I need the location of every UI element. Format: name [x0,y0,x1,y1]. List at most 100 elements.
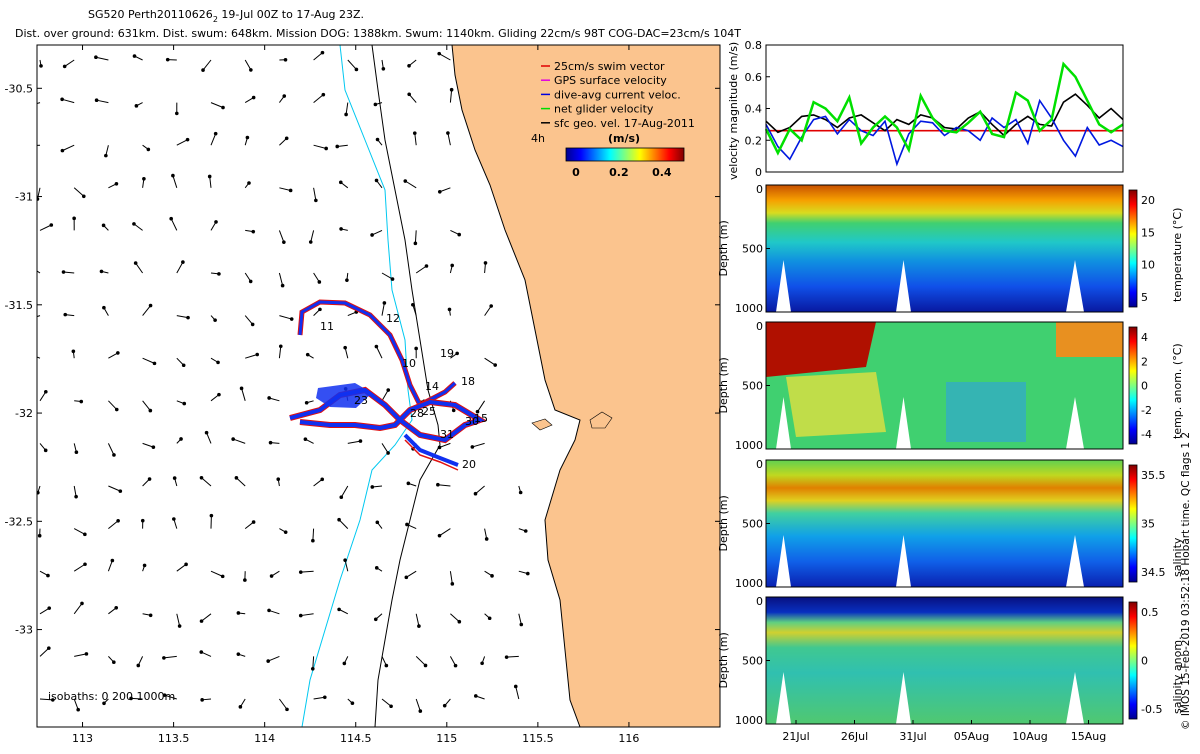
warm-anomaly-patch [1056,322,1123,357]
geo-velocity-arrowhead [173,476,177,480]
geo-velocity-arrowhead [79,400,83,404]
depth-tick-label: 1000 [735,439,763,452]
geo-velocity-arrowhead [30,103,34,107]
geo-velocity-arrowhead [391,277,395,281]
geo-velocity-arrowhead [285,708,289,712]
geo-velocity-arrowhead [375,179,379,183]
geo-velocity-arrowhead [343,662,347,666]
track-day-label: 30 [465,415,479,428]
geo-velocity-arrowhead [75,450,79,454]
geo-velocity-arrowhead [47,646,51,650]
geo-velocity-arrowhead [339,227,343,231]
geo-velocity-arrowhead [450,88,454,92]
colorbar-tick-label: 4 [1141,331,1148,344]
geo-velocity-arrowhead [414,347,418,351]
geo-velocity-arrowhead [83,533,87,537]
geo-velocity-arrowhead [407,482,411,486]
geo-velocity-arrowhead [239,705,243,709]
geo-velocity-arrowhead [480,662,484,666]
geo-velocity-arrowhead [199,650,203,654]
geo-velocity-arrowhead [172,517,176,521]
geo-velocity-arrowhead [452,409,456,413]
geo-velocity-arrowhead [526,572,530,576]
geo-velocity-arrowhead [47,606,51,610]
geo-velocity-arrowhead [351,701,355,705]
velocity-ytick-label: 0.4 [745,103,763,116]
geo-velocity-arrowhead [221,106,225,110]
geo-velocity-arrowhead [83,562,87,566]
geo-velocity-arrowhead [27,264,31,268]
geo-velocity-arrowhead [285,136,289,140]
velocity-ytick-label: 0.8 [745,39,763,52]
geo-velocity-arrowhead [247,181,251,185]
section-colorbar [1129,190,1137,307]
geo-velocity-arrowhead [72,217,76,221]
geo-velocity-arrowhead [424,664,428,668]
map-xtick-label: 113.5 [158,732,190,745]
track-day-label: 31 [440,428,454,441]
geo-velocity-arrowhead [306,353,310,357]
geo-velocity-arrowhead [255,353,259,357]
geo-velocity-arrowhead [76,708,80,712]
geo-velocity-arrowhead [100,270,104,274]
geo-velocity-arrowhead [252,96,256,100]
map-xtick-label: 115 [436,732,457,745]
colorbar-label: temperature (°C) [1171,208,1184,302]
geo-velocity-arrowhead [359,439,363,443]
geo-velocity-arrowhead [314,199,318,203]
track-day-label: 20 [462,458,476,471]
geo-velocity-arrowhead [143,564,147,568]
velocity-panel: 00.20.40.60.8 velocity magnitude (m/s) [727,39,1123,180]
geo-velocity-arrowhead [179,437,183,441]
colorbar-interval: 4h [531,132,545,145]
geo-velocity-arrowhead [38,534,42,538]
velocity-ytick-label: 0.6 [745,71,763,84]
depth-tick-label: 500 [742,655,763,668]
geo-velocity-arrowhead [132,222,136,226]
geo-velocity-arrowhead [39,64,43,68]
geo-velocity-arrowhead [153,362,157,366]
geo-velocity-arrowhead [311,667,315,671]
geo-velocity-arrowhead [169,217,173,221]
geo-velocity-arrowhead [116,351,120,355]
geo-velocity-arrowhead [182,402,186,406]
geo-velocity-arrowhead [438,534,442,538]
depth-tick-label: 1000 [735,302,763,315]
cool-anomaly-patch [946,382,1026,442]
geo-velocity-arrowhead [450,264,454,268]
geo-velocity-arrowhead [519,491,523,495]
geo-velocity-arrowhead [49,223,53,227]
geo-velocity-arrowhead [171,174,175,178]
date-tick-label: 26Jul [841,730,868,743]
date-tick-label: 15Aug [1071,730,1106,743]
geo-velocity-arrowhead [519,623,523,627]
geo-velocity-arrowhead [311,539,315,543]
geo-velocity-arrowhead [63,65,67,69]
colorbar-tick-label: 0.5 [1141,606,1159,619]
geo-velocity-arrowhead [438,190,442,194]
geo-velocity-arrowhead [493,363,497,367]
legend-entry: 25cm/s swim vector [554,60,665,73]
geo-velocity-arrowhead [514,685,518,689]
geo-velocity-arrowhead [299,570,303,574]
geo-velocity-arrowhead [269,441,273,445]
track-day-label: 23 [354,394,368,407]
geo-velocity-arrowhead [102,306,106,310]
geo-velocity-arrowhead [282,94,286,98]
geo-velocity-arrowhead [419,709,423,713]
geo-velocity-arrowhead [136,664,140,668]
geo-velocity-arrowhead [343,558,347,562]
depth-tick-label: 500 [742,380,763,393]
geo-velocity-arrowhead [251,323,255,327]
geo-velocity-arrowhead [383,301,387,305]
geo-velocity-arrowhead [134,261,138,265]
depth-tick-label: 1000 [735,714,763,727]
depth-axis-label: Depth (m) [717,220,730,276]
date-tick-label: 21Jul [782,730,809,743]
geo-velocity-arrowhead [208,175,212,179]
colorbar-tick-label: 20 [1141,194,1155,207]
map-xtick-label: 115.5 [522,732,554,745]
geo-velocity-arrowhead [181,260,185,264]
section-colorbar [1129,327,1137,444]
